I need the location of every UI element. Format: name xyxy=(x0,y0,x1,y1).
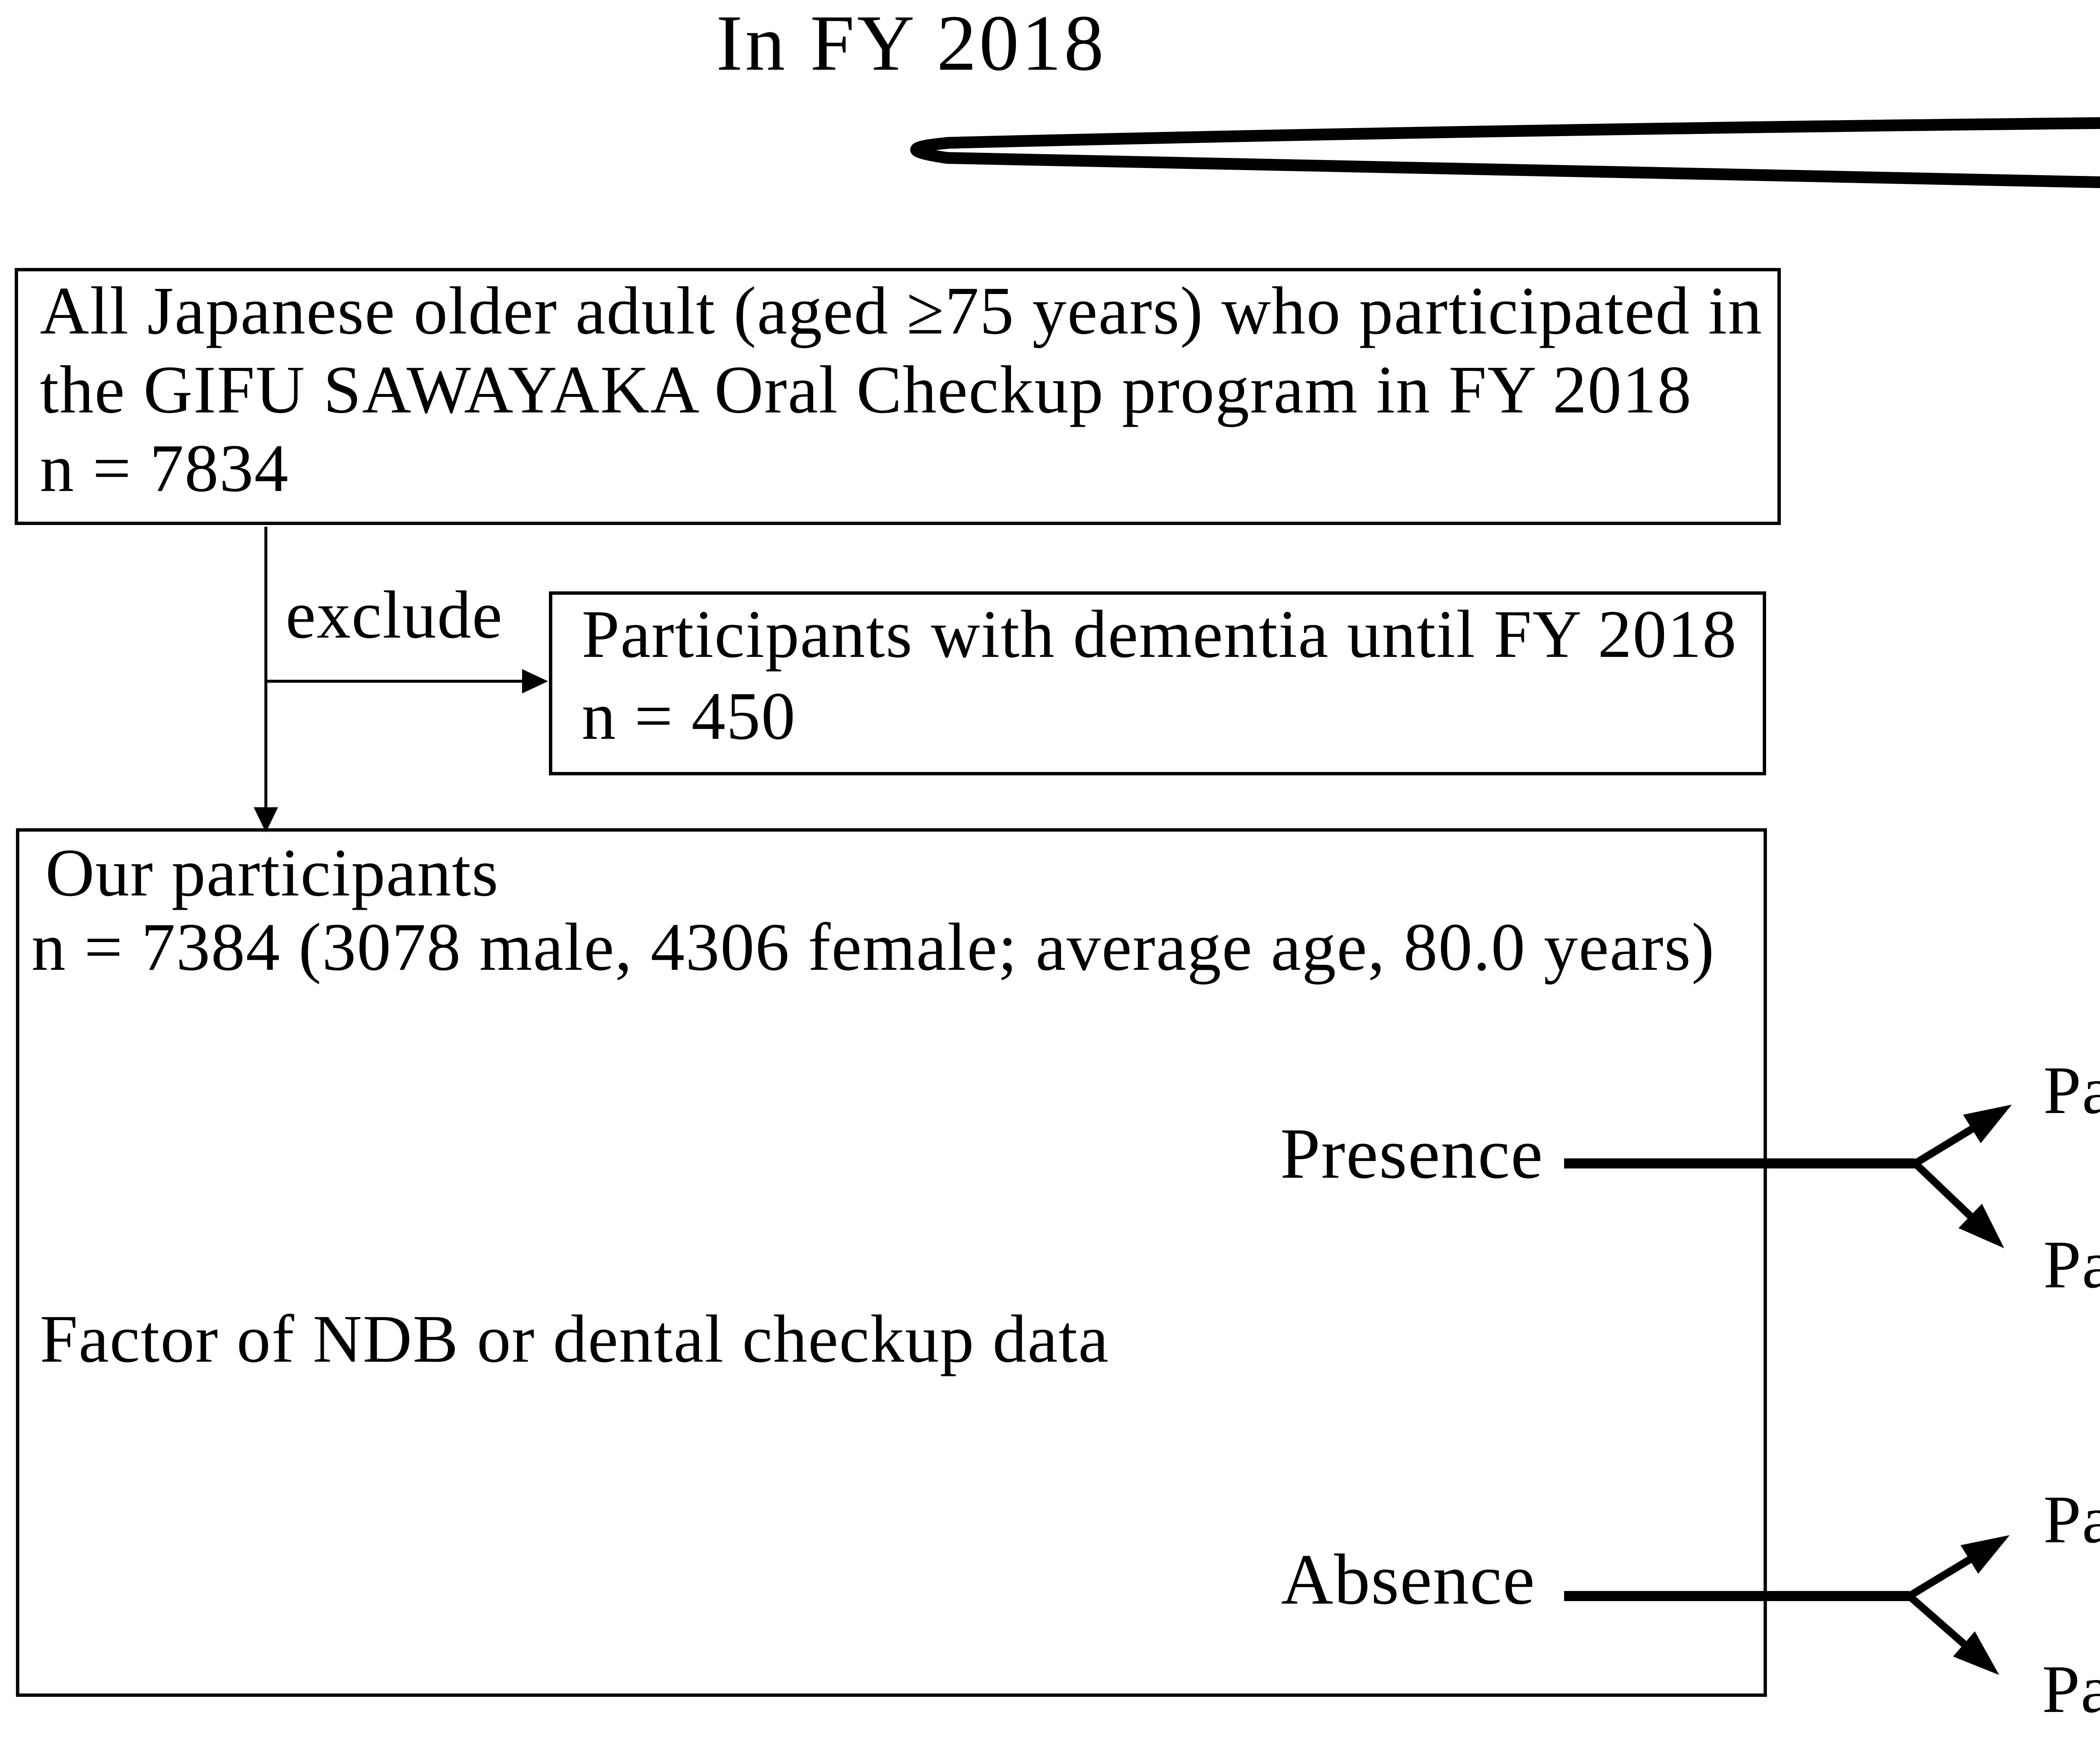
presence-with-dementia-label: Participants with dementia xyxy=(2043,1053,2100,1128)
initial-box-line1: All Japanese older adult (aged ≥75 years… xyxy=(40,273,1763,349)
exclude-label: exclude xyxy=(286,578,503,653)
absence-lower-arrowhead xyxy=(1953,1631,1999,1675)
initial-box-line2: the GIFU SAWAYAKA Oral Checkup program i… xyxy=(40,352,1692,428)
participants-box-title: Our participants xyxy=(45,835,499,911)
absence-upper-branch xyxy=(1907,1556,1972,1599)
exclude-arrowhead xyxy=(522,669,548,693)
participants-box xyxy=(16,828,1767,1697)
presence-lower-branch xyxy=(1912,1160,1973,1219)
presence-without-dementia-label: Participants without dementia xyxy=(2043,1227,2100,1302)
excluded-box-n: n = 450 xyxy=(582,679,796,754)
presence-label: Presence xyxy=(1280,1114,1544,1194)
timeline-arrow-line xyxy=(910,117,2100,187)
participants-box-n: n = 7384 (3078 male, 4306 female; averag… xyxy=(32,910,1715,985)
presence-upper-branch xyxy=(1913,1124,1976,1167)
absence-lower-branch xyxy=(1907,1593,1966,1647)
presence-lower-arrowhead xyxy=(1958,1204,2004,1248)
factor-label: Factor of NDB or dental checkup data xyxy=(40,1302,1110,1377)
absence-with-dementia-label: Participants with dementia xyxy=(2043,1482,2100,1557)
absence-label: Absence xyxy=(1281,1540,1536,1620)
fy2018-label: In FY 2018 xyxy=(716,0,1107,87)
absence-upper-arrowhead xyxy=(1961,1535,2010,1574)
down-arrowhead xyxy=(254,807,278,832)
initial-box-n: n = 7834 xyxy=(40,431,289,506)
initial-population-box xyxy=(15,268,1781,525)
presence-upper-arrowhead xyxy=(1963,1105,2012,1143)
excluded-box-line1: Participants with dementia until FY 2018 xyxy=(582,597,1738,672)
absence-without-dementia-label: Participants without dementia xyxy=(2042,1652,2100,1727)
excluded-box xyxy=(549,591,1766,775)
